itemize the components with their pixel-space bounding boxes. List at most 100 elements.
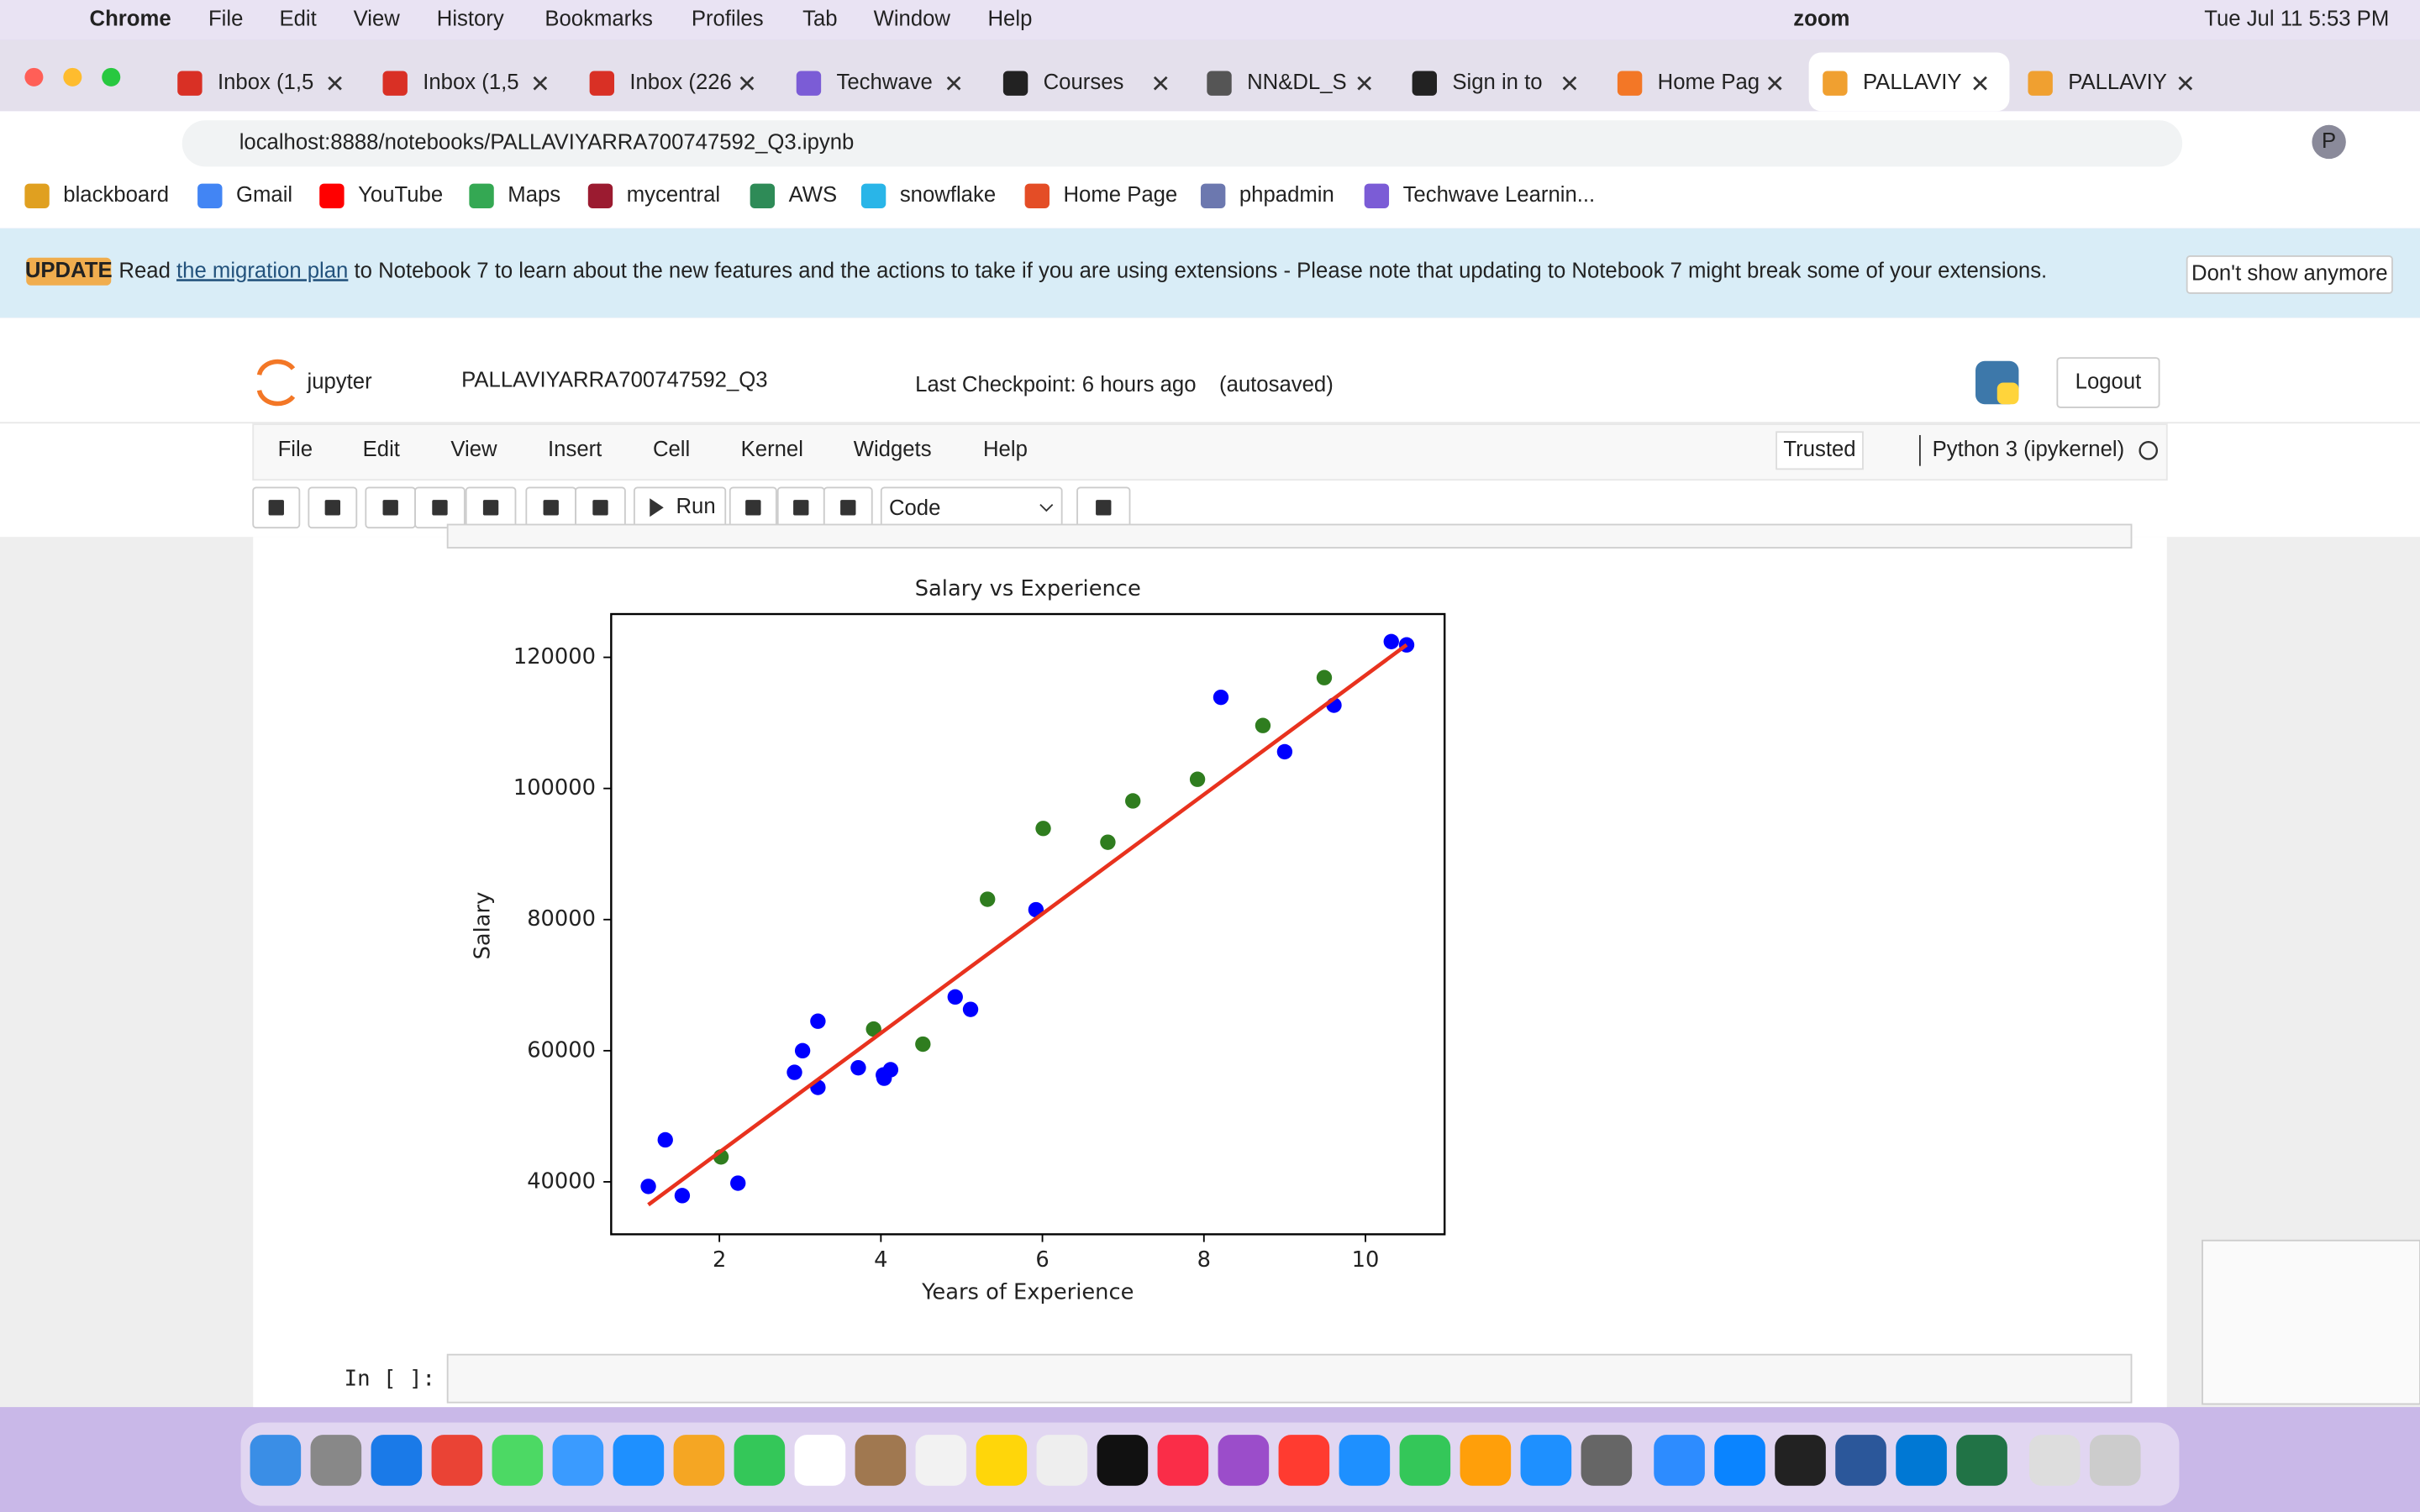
- tab-close[interactable]: [328, 76, 342, 91]
- dock-app[interactable]: [1714, 1435, 1765, 1486]
- notebook-menu[interactable]: Edit: [363, 438, 400, 461]
- minimize-window[interactable]: [63, 67, 82, 87]
- dock-app[interactable]: [1654, 1435, 1705, 1486]
- tab-close[interactable]: [1153, 76, 1168, 91]
- dock-app[interactable]: [1036, 1435, 1088, 1486]
- dock-app[interactable]: [673, 1435, 725, 1486]
- dock-app[interactable]: [1835, 1435, 1886, 1486]
- dock-app[interactable]: [794, 1435, 846, 1486]
- mac-menu-item[interactable]: Profiles: [692, 8, 764, 31]
- dock-app[interactable]: [613, 1435, 665, 1486]
- dock-app[interactable]: [1775, 1435, 1826, 1486]
- bookmark[interactable]: AWS: [789, 183, 838, 207]
- dock-app[interactable]: [915, 1435, 967, 1486]
- profile-avatar[interactable]: [2312, 124, 2346, 160]
- mac-menu-item[interactable]: Help: [988, 8, 1033, 31]
- screenshot-thumbnail[interactable]: [2202, 1239, 2420, 1405]
- dock-app[interactable]: [855, 1435, 907, 1486]
- dock-app[interactable]: [371, 1435, 423, 1486]
- tab-title[interactable]: PALLAVIY: [2068, 71, 2167, 94]
- bookmark[interactable]: Maps: [508, 183, 560, 207]
- tab-close[interactable]: [1562, 76, 1577, 91]
- zoom-status[interactable]: zoom: [1793, 8, 1849, 31]
- tab-title[interactable]: Courses: [1044, 71, 1124, 94]
- bookmark[interactable]: Gmail: [236, 183, 292, 207]
- mac-menu-item[interactable]: Tab: [802, 8, 837, 31]
- tab-title[interactable]: Inbox (1,5: [218, 71, 313, 94]
- notebook-menu[interactable]: File: [278, 438, 313, 461]
- tab-close[interactable]: [946, 76, 961, 91]
- dock-app[interactable]: [1460, 1435, 1512, 1486]
- previous-cell: [446, 523, 2133, 549]
- dock-app[interactable]: [431, 1435, 483, 1486]
- tab-close[interactable]: [2178, 76, 2193, 91]
- tab-close[interactable]: [1767, 76, 1782, 91]
- dock-app[interactable]: [1218, 1435, 1270, 1486]
- dock-app[interactable]: [2028, 1435, 2081, 1486]
- mac-menu-item[interactable]: Edit: [279, 8, 316, 31]
- active-tab[interactable]: [1808, 52, 2010, 112]
- address-url[interactable]: localhost:8888/notebooks/PALLAVIYARRA700…: [239, 131, 855, 155]
- tab-close[interactable]: [739, 76, 755, 91]
- dock-app[interactable]: [734, 1435, 786, 1486]
- mac-menu-item[interactable]: Bookmarks: [544, 8, 653, 31]
- notebook-menu[interactable]: Widgets: [854, 438, 932, 461]
- mac-menu-item[interactable]: View: [354, 8, 401, 31]
- tab-close[interactable]: [1973, 76, 1987, 91]
- dock-app[interactable]: [1157, 1435, 1209, 1486]
- notebook-name[interactable]: PALLAVIYARRA700747592_Q3: [461, 368, 767, 391]
- dock-app[interactable]: [250, 1435, 302, 1486]
- dock-app[interactable]: [1339, 1435, 1391, 1486]
- logout-button[interactable]: [2056, 357, 2160, 408]
- scatter-point: [1276, 743, 1293, 760]
- dock-app[interactable]: [1097, 1435, 1149, 1486]
- apple-menu-app[interactable]: Chrome: [90, 8, 171, 31]
- notebook-menu[interactable]: Cell: [653, 438, 690, 461]
- bookmark-icon: [860, 183, 886, 208]
- dock-app[interactable]: [1956, 1435, 2007, 1486]
- notebook-menu[interactable]: Insert: [548, 438, 602, 461]
- dock-app[interactable]: [976, 1435, 1028, 1486]
- bookmark[interactable]: mycentral: [627, 183, 720, 207]
- dock-app[interactable]: [2089, 1435, 2141, 1486]
- bookmark[interactable]: Home Page: [1064, 183, 1178, 207]
- zoom-window[interactable]: [102, 67, 121, 87]
- dock-app[interactable]: [310, 1435, 362, 1486]
- empty-cell[interactable]: [446, 1353, 2133, 1404]
- tab-title[interactable]: Techwave: [837, 71, 933, 94]
- tab-title[interactable]: Home Pag: [1658, 71, 1760, 94]
- dock-app[interactable]: [1520, 1435, 1572, 1486]
- tab-title[interactable]: Inbox (1,5: [423, 71, 518, 94]
- tab-title[interactable]: PALLAVIY: [1863, 71, 1962, 94]
- dock-app[interactable]: [1278, 1435, 1330, 1486]
- tab-close[interactable]: [533, 76, 548, 91]
- close-window[interactable]: [24, 67, 44, 87]
- bookmark[interactable]: Techwave Learnin...: [1403, 183, 1596, 207]
- notebook-menu[interactable]: Kernel: [741, 438, 803, 461]
- clock[interactable]: Tue Jul 11 5:53 PM: [2204, 8, 2389, 31]
- dock-app[interactable]: [1399, 1435, 1451, 1486]
- tab-close[interactable]: [1357, 76, 1371, 91]
- mac-menu-item[interactable]: File: [208, 8, 243, 31]
- address-bar[interactable]: [182, 120, 2183, 167]
- notebook-menu[interactable]: Help: [983, 438, 1028, 461]
- bookmark[interactable]: blackboard: [63, 183, 169, 207]
- scatter-point: [786, 1064, 802, 1080]
- migration-link[interactable]: the migration plan: [176, 259, 348, 282]
- dock-app[interactable]: [1896, 1435, 1947, 1486]
- tab-title[interactable]: Sign in to: [1452, 71, 1542, 94]
- dock-app[interactable]: [1581, 1435, 1633, 1486]
- dock-app[interactable]: [492, 1435, 544, 1486]
- notebook-menu[interactable]: View: [450, 438, 497, 461]
- mac-menu-item[interactable]: History: [437, 8, 504, 31]
- bookmark[interactable]: snowflake: [900, 183, 996, 207]
- mac-menu-item[interactable]: Window: [874, 8, 951, 31]
- tab-title[interactable]: NN&DL_S: [1247, 71, 1347, 94]
- bookmark[interactable]: YouTube: [358, 183, 443, 207]
- dismiss-button[interactable]: [2186, 255, 2393, 294]
- dock-app[interactable]: [552, 1435, 604, 1486]
- trusted-indicator[interactable]: [1776, 431, 1864, 470]
- jupyter-logo[interactable]: jupyter: [307, 370, 373, 393]
- tab-title[interactable]: Inbox (226: [629, 71, 731, 94]
- bookmark[interactable]: phpadmin: [1239, 183, 1334, 207]
